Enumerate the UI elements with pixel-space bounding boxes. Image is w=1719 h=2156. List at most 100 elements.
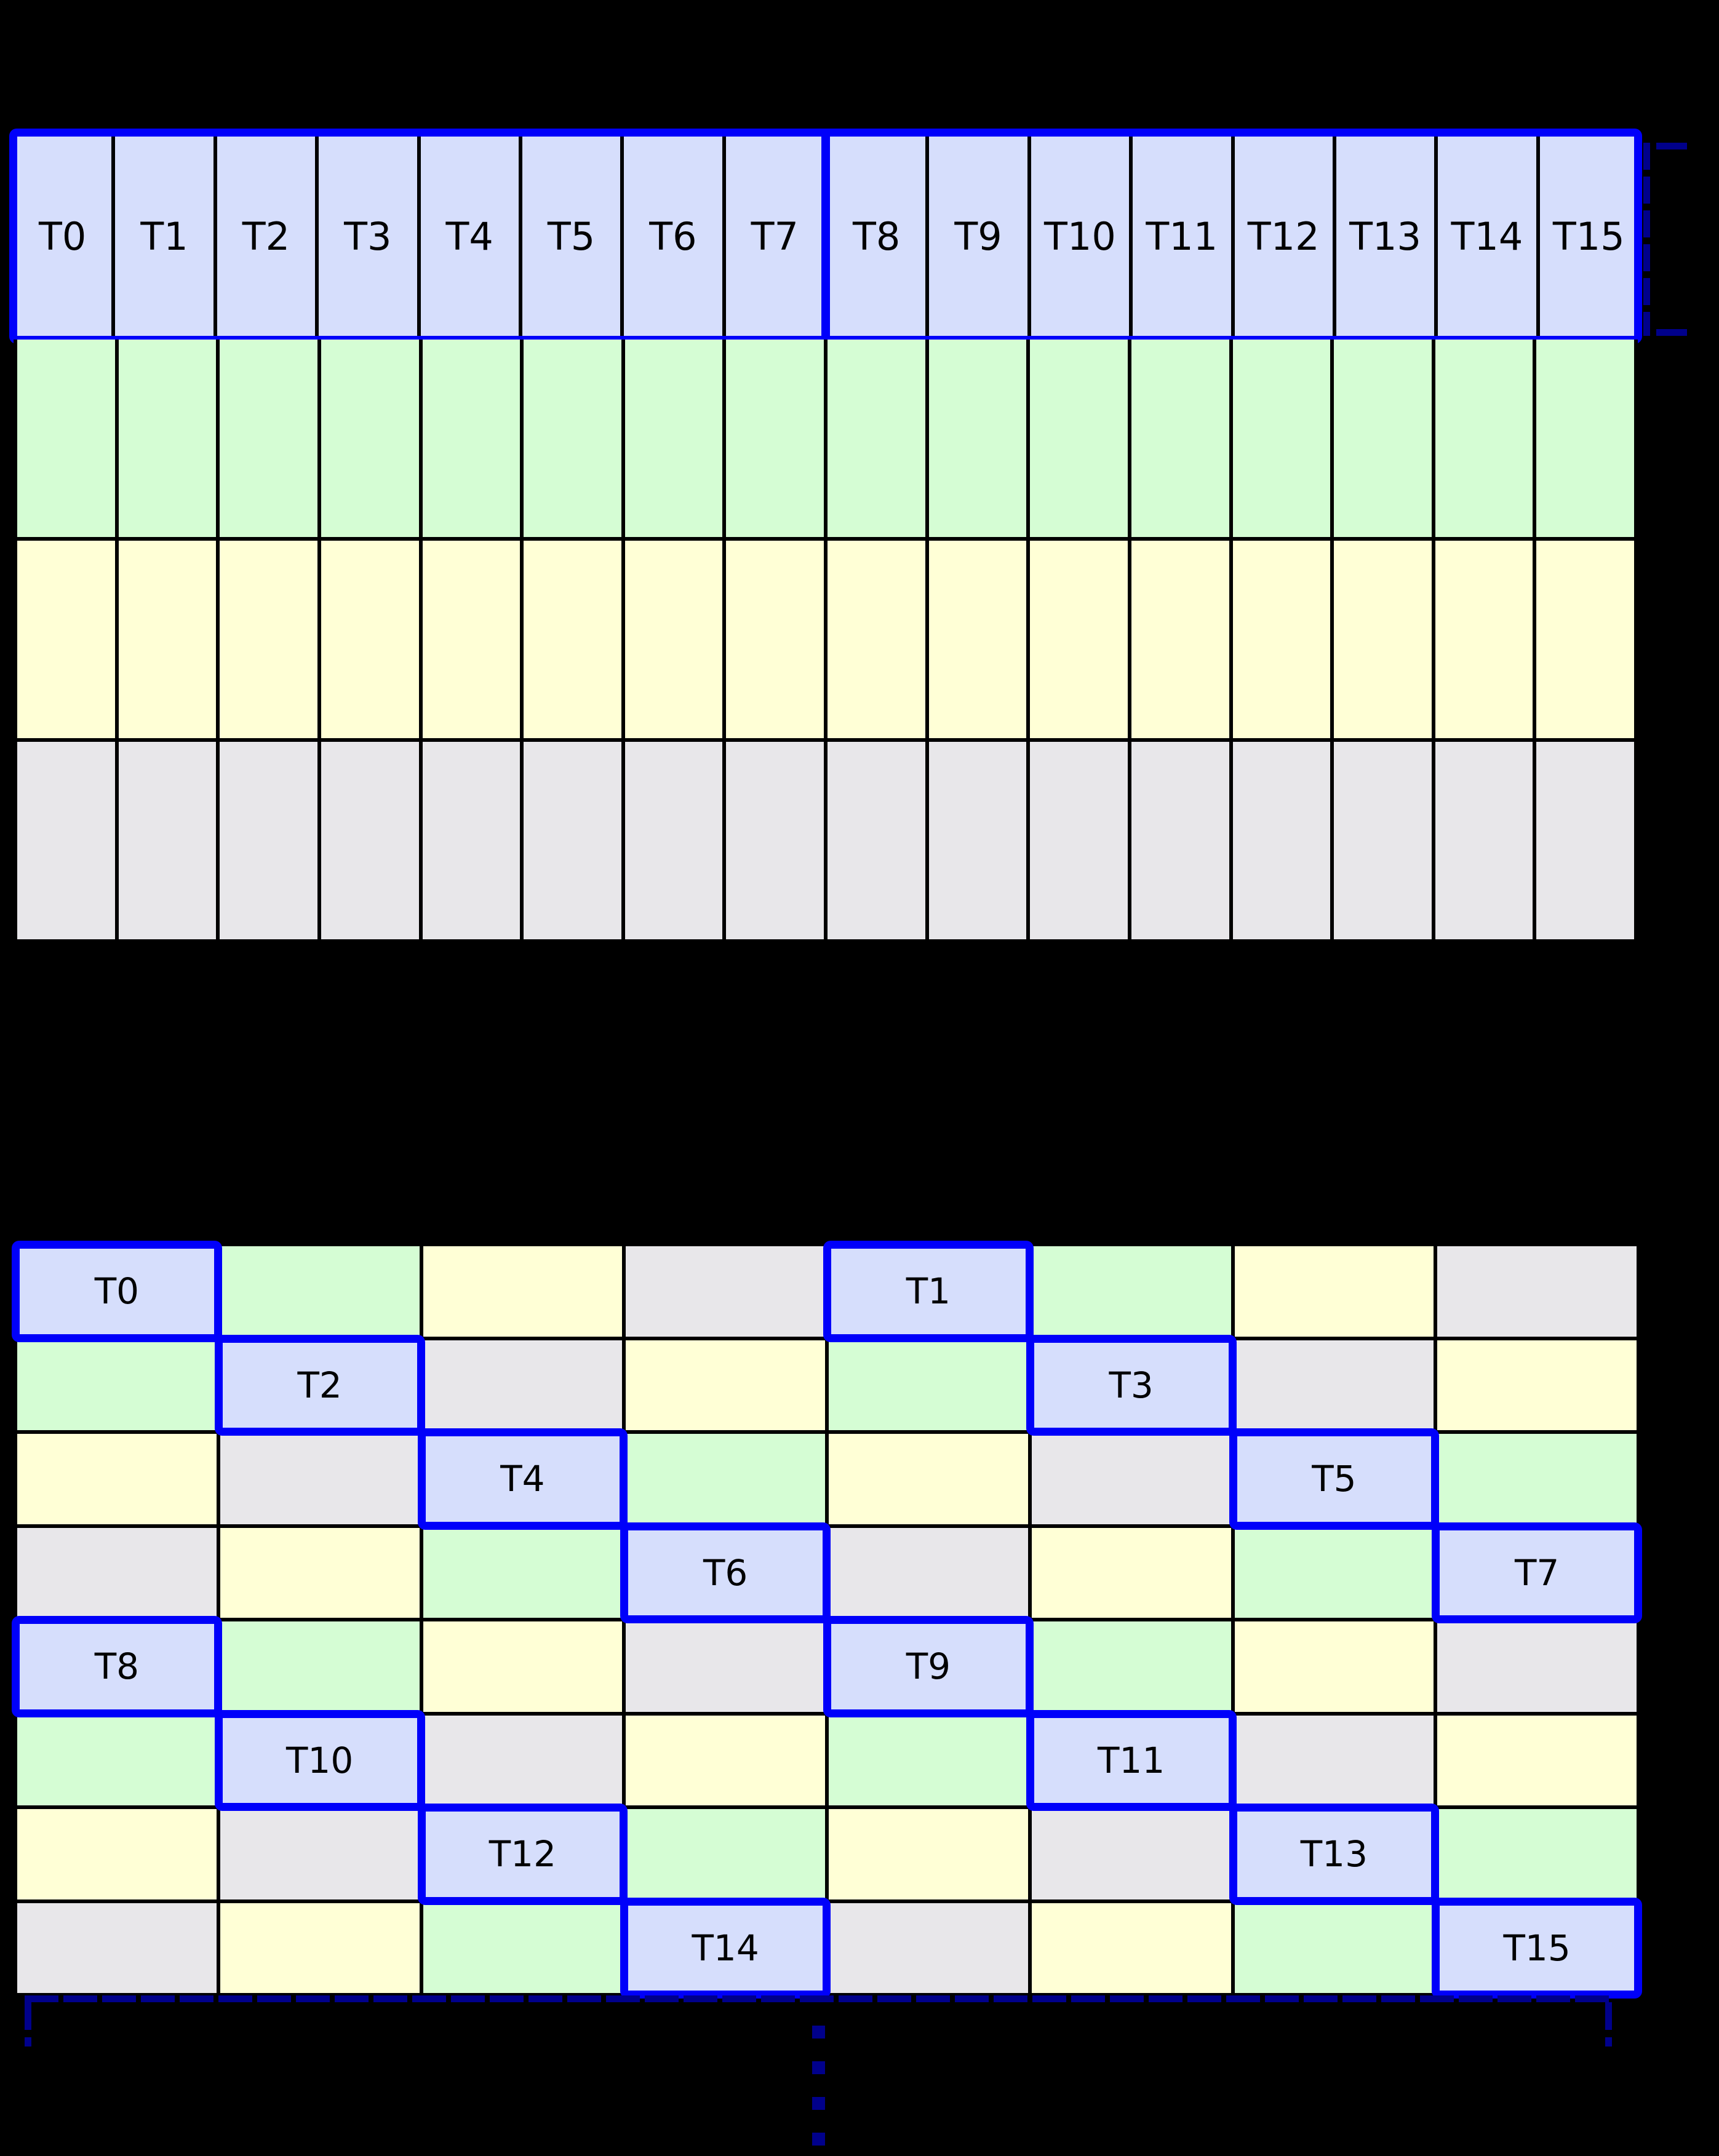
thread-label: T13 [1349,213,1421,259]
memory-row-cell-green [1131,340,1229,537]
bank-cell-green [1437,1809,1637,1899]
bank-cell-gray [829,1903,1028,1993]
memory-row-cell-green [828,340,925,537]
memory-row-cell-gray [1536,742,1634,939]
memory-row-cell-yellow [928,541,1027,738]
bank-cell-yellow [423,1621,623,1712]
warp-thread-cell: T9 [929,133,1027,340]
bank-cell-green [17,1340,217,1430]
bank-cell-thread [1234,1809,1434,1899]
memory-row-cell-green [1536,340,1634,537]
bank-cell-thread [220,1340,420,1430]
bank-cell-green [1437,1434,1637,1524]
thread-label: T9 [954,213,1002,259]
thread-label: T8 [853,213,901,259]
bank-cell-green [829,1715,1028,1805]
thread-label: T5 [547,213,596,259]
memory-row-cell-gray [422,742,520,939]
memory-row-cell-gray [726,742,824,939]
bank-cell-green [829,1340,1028,1430]
bank-cell-thread [626,1527,825,1618]
bank-cell-yellow [829,1434,1028,1524]
bank-cell-thread [1437,1903,1637,1993]
bank-cell-thread [220,1715,420,1805]
bank-cell-green [1031,1246,1231,1337]
warp-thread-cell: T2 [217,133,316,340]
bank-cell-yellow [220,1527,420,1618]
bank-cell-thread [829,1621,1028,1712]
swizzled-bank-grid: T0 T1 T2 T3 T4 T5 T6 T7 T8 T9 T10 T11 T12 T13 T14 T15 [12,1241,1642,1999]
memory-rows-grid [14,340,1638,943]
bank-cell-yellow [1234,1246,1434,1337]
memory-row-cell-yellow [118,541,217,738]
memory-row-cell-yellow [17,541,115,738]
memory-row-cell-green [1030,340,1128,537]
bank-cell-gray [1031,1809,1231,1899]
warp-thread-cell: T6 [624,133,722,340]
warp-thread-cell: T3 [319,133,417,340]
bank-cell-yellow [220,1903,420,1993]
thread-label: T4 [445,213,493,259]
bank-cell-thread [1031,1715,1231,1805]
bank-cell-gray [626,1246,825,1337]
memory-row-cell-yellow [1536,541,1634,738]
bank-cell-gray [1437,1246,1637,1337]
memory-row-cell-yellow [1435,541,1533,738]
warp-header-row: T0 T1 T2 T3 T4 T5 T6 T7 T8 T9 T10 T11 T12 T13 T14 T15 [14,133,1638,340]
memory-row-cell-green [17,340,115,537]
bank-cell-yellow [626,1340,825,1430]
memory-row-cell-gray [321,742,419,939]
memory-row-cell-gray [928,742,1027,939]
header-bracket-line [1643,143,1650,336]
thread-label: T10 [1044,213,1116,259]
thread-label: T14 [1451,213,1523,259]
memory-row-cell-yellow [1131,541,1229,738]
bank-cell-gray [423,1340,623,1430]
bank-cell-gray [1437,1621,1637,1712]
thread-label: T6 [649,213,697,259]
memory-row-cell-yellow [1232,541,1331,738]
bank-cell-gray [829,1527,1028,1618]
grid-span-bracket-left-tick [25,2002,31,2047]
memory-row-cell-yellow [828,541,925,738]
bank-cell-yellow [1437,1340,1637,1430]
bank-cell-yellow [17,1434,217,1524]
memory-row-cell-gray [1030,742,1128,939]
bank-cell-thread [17,1246,217,1337]
bank-cell-gray [1031,1434,1231,1524]
bank-cell-gray [423,1715,623,1805]
memory-row-cell-gray [624,742,723,939]
bank-cell-green [17,1715,217,1805]
warp-thread-cell: T12 [1234,133,1333,340]
bank-cell-yellow [17,1809,217,1899]
memory-row-cell-green [1232,340,1331,537]
bank-cell-thread [17,1621,217,1712]
bank-cell-green [1031,1621,1231,1712]
bank-cell-thread [829,1246,1028,1337]
bank-cell-gray [1234,1715,1434,1805]
memory-row-cell-yellow [1030,541,1128,738]
thread-label: T1 [140,213,188,259]
thread-label: T0 [39,213,87,259]
warp-thread-cell: T11 [1133,133,1231,340]
bank-cell-yellow [1031,1527,1231,1618]
warp-thread-cell: T14 [1438,133,1536,340]
memory-row-cell-green [928,340,1027,537]
bank-cell-green [626,1434,825,1524]
memory-row-cell-yellow [524,541,621,738]
memory-row-cell-gray [1334,742,1432,939]
vertical-ellipsis [812,2026,825,2156]
bank-cell-thread [626,1903,825,1993]
bank-cell-green [423,1527,623,1618]
warp-thread-cell: T8 [828,133,926,340]
memory-row-cell-yellow [321,541,419,738]
memory-row-cell-green [321,340,419,537]
memory-row-cell-green [1435,340,1533,537]
thread-label: T3 [344,213,392,259]
thread-label: T12 [1247,213,1320,259]
memory-row-cell-green [220,340,317,537]
memory-row-cell-gray [524,742,621,939]
bank-cell-gray [1234,1340,1434,1430]
memory-row-cell-green [726,340,824,537]
bank-cell-yellow [1437,1715,1637,1805]
